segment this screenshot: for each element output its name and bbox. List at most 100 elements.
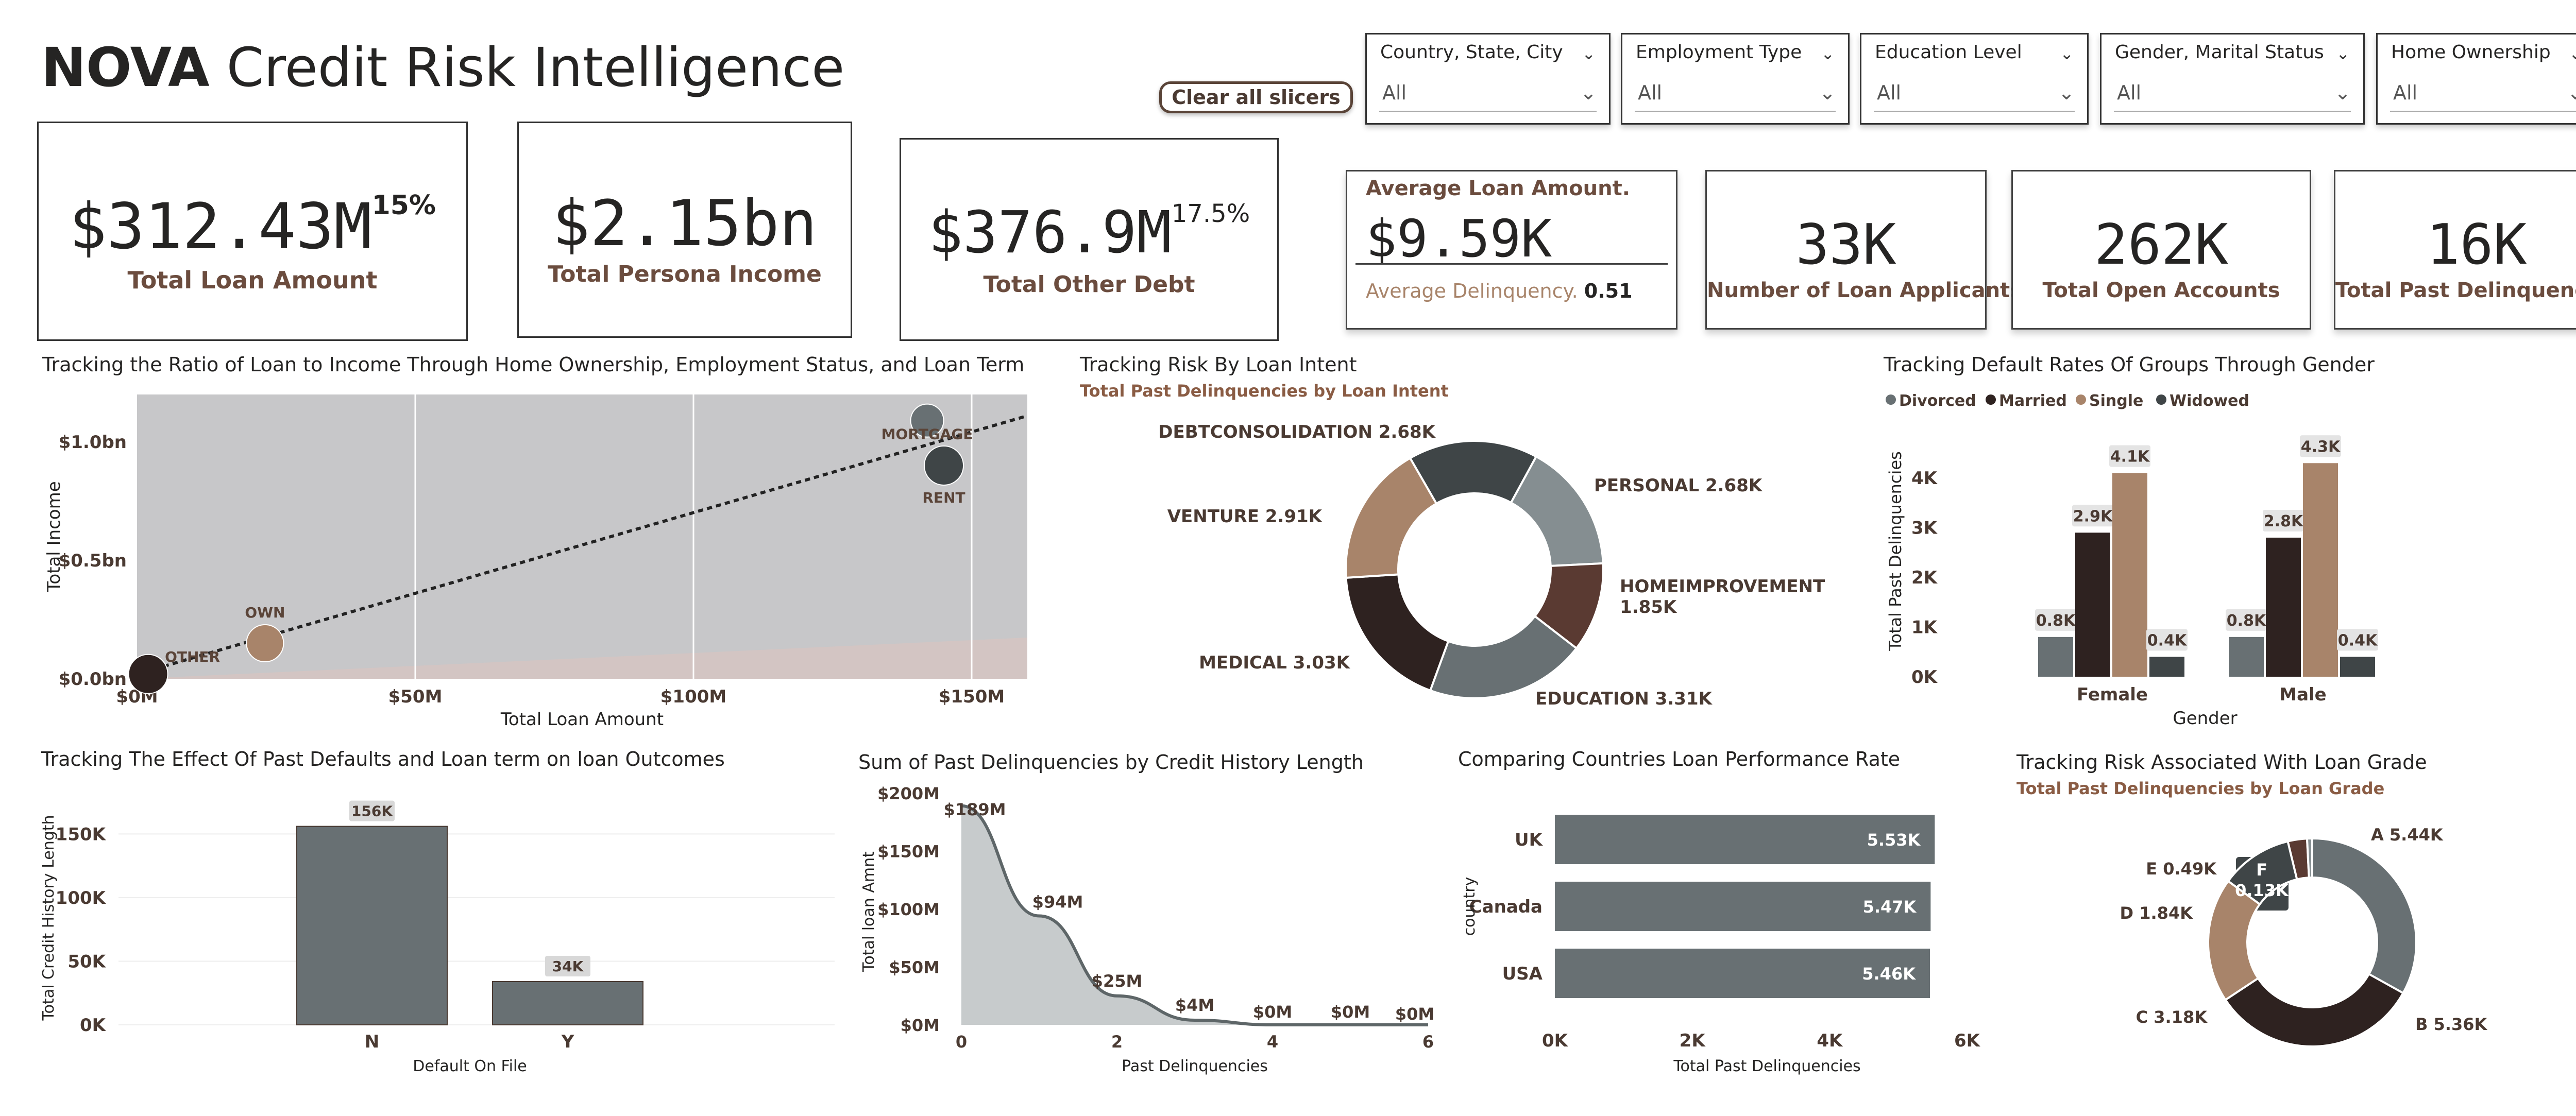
scatter-point: [910, 403, 944, 438]
slicer-title: Employment Type: [1636, 42, 1802, 63]
chevron-down-icon: ⌄: [1580, 81, 1597, 104]
scatter-y-tick: $0.5bn: [59, 551, 127, 571]
gender-legend-label: Divorced: [1899, 392, 1976, 410]
country-y-label: country: [1461, 877, 1479, 936]
intent-subtitle: Total Past Delinquencies by Loan Intent: [1080, 381, 1449, 401]
gender-title: Tracking Default Rates Of Groups Through…: [1884, 353, 2375, 376]
scatter-plot-area: [137, 394, 1027, 679]
intent-slice: [1345, 456, 1438, 579]
kpi-label: Total Other Debt: [983, 271, 1195, 298]
credit-x-tick: 2: [1111, 1032, 1123, 1052]
kpi-past-delinquencies: 16K Total Past Delinquencies: [2334, 170, 2576, 330]
slicer-dropdown[interactable]: All ⌄: [2114, 75, 2351, 112]
scatter-x-tick: $150M: [939, 686, 1005, 707]
gender-legend-label: Single: [2089, 392, 2143, 410]
gender-y-tick: 2K: [1911, 568, 1938, 588]
country-x-tick: 4K: [1817, 1031, 1843, 1051]
scatter-trendline: [137, 414, 1028, 676]
slicer-gender[interactable]: Gender, Marital Status ⌄ All ⌄: [2100, 33, 2365, 125]
kpi-applicants: 33K Number of Loan Applicants: [1705, 170, 2022, 330]
gender-bar: [2303, 463, 2338, 677]
gender-bar-label-bg: [2226, 609, 2267, 631]
grade-slice-label: B 5.36K: [2415, 1015, 2487, 1034]
clear-slicers-button[interactable]: Clear all slicers: [1159, 81, 1353, 113]
kpi-percent: 15%: [371, 190, 436, 221]
gender-y-label: Total Past Delinquencies: [1886, 451, 1905, 651]
gender-bar: [2038, 637, 2073, 677]
country-x-tick: 2K: [1680, 1031, 1706, 1051]
country-y-tick: USA: [1502, 964, 1543, 984]
kpi-value: 16K: [2426, 213, 2527, 277]
slicer-dropdown[interactable]: All ⌄: [2390, 75, 2576, 112]
kpi-label: Number of Loan Applicants: [1707, 279, 2022, 302]
gender-y-tick: 3K: [1911, 518, 1938, 539]
default-bar-label: 156K: [351, 803, 393, 820]
default-x-tick: N: [365, 1032, 379, 1052]
kpi-sub-value: 0.51: [1584, 280, 1633, 302]
kpi-total-other-debt: $376.9M17.5% Total Other Debt: [900, 138, 1279, 341]
gender-bar-label-bg: [2337, 629, 2378, 651]
default-y-tick: 150K: [56, 824, 107, 845]
grade-title: Tracking Risk Associated With Loan Grade: [2016, 751, 2427, 774]
credit-y-tick: $100M: [877, 900, 940, 919]
chevron-down-icon[interactable]: ⌄: [2336, 44, 2350, 63]
gender-legend-marker: [1886, 394, 1896, 405]
scatter-y-tick: $1.0bn: [59, 432, 127, 453]
slicer-employment[interactable]: Employment Type ⌄ All ⌄: [1621, 33, 1850, 125]
intent-slice-label: PERSONAL 2.68K: [1594, 475, 1763, 496]
scatter-title: Tracking the Ratio of Loan to Income Thr…: [42, 353, 1025, 376]
scatter-y-tick: $0.0bn: [59, 669, 127, 690]
chevron-down-icon[interactable]: ⌄: [2060, 44, 2074, 63]
kpi-value: $2.15bn: [552, 187, 818, 260]
default-title: Tracking The Effect Of Past Defaults and…: [41, 748, 725, 770]
kpi-total-loan: $312.43M15% Total Loan Amount: [37, 122, 468, 341]
slicer-title: Education Level: [1875, 42, 2022, 63]
country-y-tick: UK: [1515, 830, 1544, 850]
grade-slice-label: D 1.84K: [2120, 903, 2194, 923]
slicer-home-ownership[interactable]: Home Ownership ⌄ All ⌄: [2376, 33, 2576, 125]
slicer-education[interactable]: Education Level ⌄ All ⌄: [1860, 33, 2089, 125]
default-bar: [492, 981, 643, 1025]
chevron-down-icon[interactable]: ⌄: [1582, 44, 1596, 63]
country-bar-label: 5.47K: [1863, 897, 1917, 917]
slicer-value: All: [1382, 81, 1407, 104]
default-bar-label-bg: [349, 800, 395, 821]
slicer-title: Gender, Marital Status: [2115, 42, 2324, 63]
country-bar: [1555, 949, 1930, 998]
slicer-dropdown[interactable]: All ⌄: [1874, 75, 2075, 112]
intent-slice-label: DEBTCONSOLIDATION 2.68K: [1158, 422, 1436, 442]
intent-slice-label: MEDICAL 3.03K: [1199, 653, 1351, 673]
gender-y-tick: 1K: [1911, 617, 1938, 638]
slicer-location[interactable]: Country, State, City ⌄ All ⌄: [1365, 33, 1611, 125]
intent-slice: [1345, 573, 1450, 692]
kpi-value: 33K: [1795, 213, 1896, 277]
chevron-down-icon[interactable]: ⌄: [2569, 44, 2576, 63]
slicer-dropdown[interactable]: All ⌄: [1635, 75, 1836, 112]
grade-slice-label: C 3.18K: [2136, 1007, 2208, 1027]
kpi-value: $9.59K: [1366, 209, 1552, 269]
scatter-point: [128, 654, 168, 694]
slicer-dropdown[interactable]: All ⌄: [1379, 75, 1597, 112]
slicer-value: All: [1638, 81, 1663, 104]
gender-bar-label-bg: [2146, 629, 2188, 651]
credit-y-tick: $50M: [889, 958, 940, 977]
gender-bar-label-bg: [2109, 445, 2150, 467]
grade-subtitle: Total Past Delinquencies by Loan Grade: [2016, 779, 2385, 798]
grade-slice: [2311, 837, 2417, 995]
gender-legend-marker: [1986, 394, 1996, 405]
kpi-label: Total Past Delinquencies: [2335, 279, 2576, 302]
chevron-down-icon[interactable]: ⌄: [1821, 44, 1835, 63]
grade-slice-label: E 0.49K: [2146, 859, 2217, 879]
default-y-label: Total Credit History Length: [40, 815, 58, 1021]
credit-point-label: $0M: [1331, 1002, 1370, 1022]
kpi-label: Total Open Accounts: [2042, 279, 2280, 302]
brand-name: NOVA: [41, 36, 210, 99]
gender-bar: [2340, 657, 2375, 677]
scatter-point-label: MORTGAGE: [882, 426, 973, 443]
credit-point-label: $4M: [1175, 995, 1214, 1015]
kpi-total-income: $2.15bn Total Persona Income: [517, 122, 852, 338]
slicer-value: All: [1877, 81, 1902, 104]
gender-x-tick: Female: [2077, 684, 2148, 705]
page-title: NOVA Credit Risk Intelligence: [41, 36, 844, 99]
